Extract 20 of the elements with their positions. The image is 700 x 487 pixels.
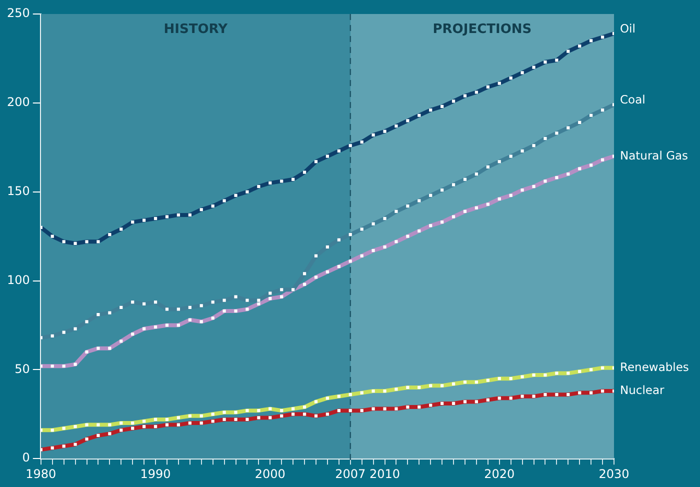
series-label: Nuclear: [620, 383, 665, 398]
y-tick-label: 50: [14, 362, 30, 376]
series-label: Natural Gas: [620, 148, 688, 162]
y-tick-label: 250: [7, 6, 30, 20]
series-label: Coal: [620, 92, 646, 107]
y-tick-label: 0: [22, 450, 30, 465]
x-tick-label: 1990: [140, 466, 171, 481]
band-label: PROJECTIONS: [432, 22, 532, 37]
y-tick-label: 100: [7, 272, 30, 287]
x-tick-label: 2010: [369, 466, 400, 481]
x-tick-label: 2030: [598, 466, 630, 481]
x-tick-label: 2020: [484, 466, 515, 481]
y-tick-label: 200: [7, 95, 30, 110]
series-label: Oil: [620, 22, 636, 36]
series-label: Renewables: [620, 360, 689, 374]
x-tick-label: 1980: [26, 466, 56, 481]
y-tick-label: 150: [7, 184, 30, 198]
x-tick-label: 2007: [335, 466, 366, 481]
x-tick-label: 2000: [254, 466, 286, 481]
band-label: HISTORY: [164, 22, 228, 37]
